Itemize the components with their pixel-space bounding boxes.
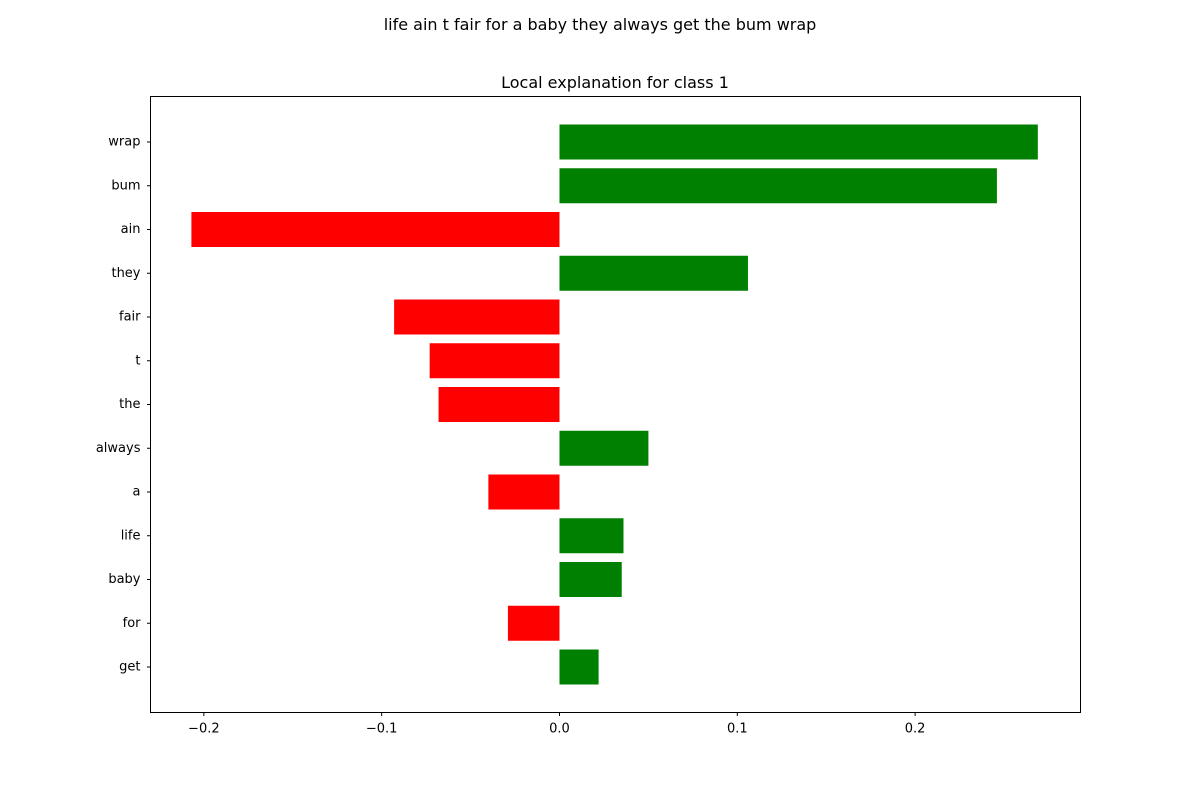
bar-wrap <box>559 124 1038 160</box>
y-tick-label: bum <box>111 178 140 193</box>
bar-bum <box>559 168 997 204</box>
bar-life <box>559 518 624 554</box>
y-tick-label: the <box>119 397 140 412</box>
y-tick-label: t <box>135 353 140 368</box>
y-tick-label: wrap <box>108 135 140 150</box>
x-axis-ticks: −0.2 −0.1 0.0 0.1 0.2 <box>188 712 926 737</box>
y-tick-label: for <box>123 616 142 631</box>
x-tick-label: 0.0 <box>549 722 570 737</box>
y-tick-label: a <box>133 485 141 500</box>
y-tick-label: baby <box>108 572 140 587</box>
bar-t <box>429 343 560 379</box>
y-tick-label: always <box>96 441 141 456</box>
bar-baby <box>559 562 622 597</box>
x-tick-label: −0.1 <box>366 722 398 737</box>
bar-a <box>488 474 560 510</box>
x-tick-label: −0.2 <box>188 722 220 737</box>
bar-ain <box>191 212 560 247</box>
y-tick-label: ain <box>121 222 141 237</box>
bar-the <box>438 387 560 422</box>
bar-they <box>559 255 748 291</box>
bar-for <box>507 605 560 641</box>
x-tick-label: 0.1 <box>727 722 748 737</box>
bars-group <box>191 124 1038 685</box>
chart-title: Local explanation for class 1 <box>501 73 729 92</box>
y-axis-ticks: wrap bum ain they fair t the always a life baby for… <box>96 135 151 675</box>
y-tick-label: they <box>111 266 140 281</box>
bar-always <box>559 430 649 466</box>
y-tick-label: life <box>121 528 141 543</box>
x-tick-label: 0.2 <box>905 722 926 737</box>
figure-suptitle: life ain t fair for a baby they always g… <box>384 15 817 34</box>
bar-get <box>559 649 599 685</box>
bar-fair <box>394 299 560 335</box>
y-tick-label: fair <box>119 310 141 325</box>
y-tick-label: get <box>119 660 140 675</box>
